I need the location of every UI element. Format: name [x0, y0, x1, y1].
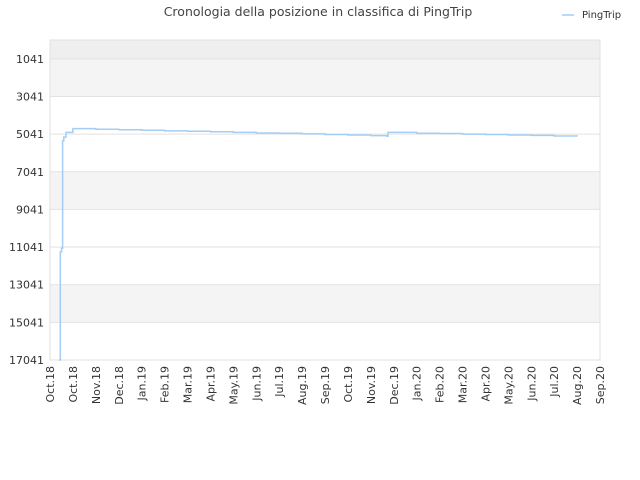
chart-title: Cronologia della posizione in classifica… — [164, 4, 473, 19]
x-tick-label: Apr.19 — [204, 366, 217, 402]
plot-band — [50, 134, 600, 172]
y-tick-label: 13041 — [9, 279, 44, 292]
x-tick-label: Dec.19 — [388, 366, 401, 405]
x-tick-label: Jul.20 — [548, 366, 561, 398]
y-tick-label: 9041 — [16, 203, 44, 216]
y-tick-label: 15041 — [9, 316, 44, 329]
x-tick-label: Feb.19 — [159, 366, 172, 403]
x-tick-label: Feb.20 — [434, 366, 447, 403]
x-tick-label: Jan.19 — [136, 366, 149, 401]
legend: PingTrip — [562, 10, 621, 21]
y-tick-label: 11041 — [9, 241, 44, 254]
x-tick-label: Apr.20 — [479, 366, 492, 402]
plot-band — [50, 284, 600, 323]
x-tick-label: Nov.18 — [90, 366, 103, 404]
x-tick-label: Aug.19 — [296, 366, 309, 405]
series-lines — [59, 127, 578, 361]
plot-band — [50, 247, 600, 285]
x-tick-label: Sep.19 — [319, 366, 332, 404]
y-tick-label: 1041 — [16, 53, 44, 66]
x-tick-label: Oct.18 — [44, 366, 57, 403]
plot-bands — [50, 40, 600, 360]
legend-label: PingTrip — [582, 10, 621, 21]
plot-frame — [49, 39, 601, 361]
x-tick-label: May.19 — [227, 366, 240, 405]
plot-band — [50, 209, 600, 248]
series-line-pingtrip — [59, 127, 578, 361]
x-tick-label: Jan.20 — [411, 366, 424, 401]
x-tick-label: Dec.18 — [113, 366, 126, 405]
y-tick-label: 5041 — [16, 128, 44, 141]
plot-band — [50, 40, 600, 59]
x-tick-label: Aug.20 — [571, 366, 584, 405]
plot-band — [50, 58, 600, 97]
x-tick-label: May.20 — [502, 366, 515, 405]
x-tick-label: Jul.19 — [273, 366, 286, 398]
y-tick-label: 17041 — [9, 354, 44, 367]
x-tick-label: Jun.19 — [250, 366, 263, 402]
y-tick-label: 7041 — [16, 166, 44, 179]
y-tick-label: 3041 — [16, 90, 44, 103]
x-tick-label: Nov.19 — [365, 366, 378, 404]
x-tick-label: Jun.20 — [525, 366, 538, 402]
x-tick-label: Oct.18 — [67, 366, 80, 403]
plot-band — [50, 322, 600, 360]
x-tick-label: Sep.20 — [594, 366, 607, 404]
plot-band — [50, 171, 600, 210]
x-axis-ticks: Oct.18 Oct.18 Nov.18 Dec.18 Jan.19 Feb.19 Mar.… — [44, 366, 607, 405]
x-tick-label: Mar.19 — [182, 366, 195, 403]
y-axis-ticks: 1041 3041 5041 7041 9041 11041 13041 15041 17041 — [9, 53, 44, 367]
x-tick-label: Mar.20 — [457, 366, 470, 403]
plot-band — [50, 96, 600, 135]
x-tick-label: Oct.19 — [342, 366, 355, 403]
